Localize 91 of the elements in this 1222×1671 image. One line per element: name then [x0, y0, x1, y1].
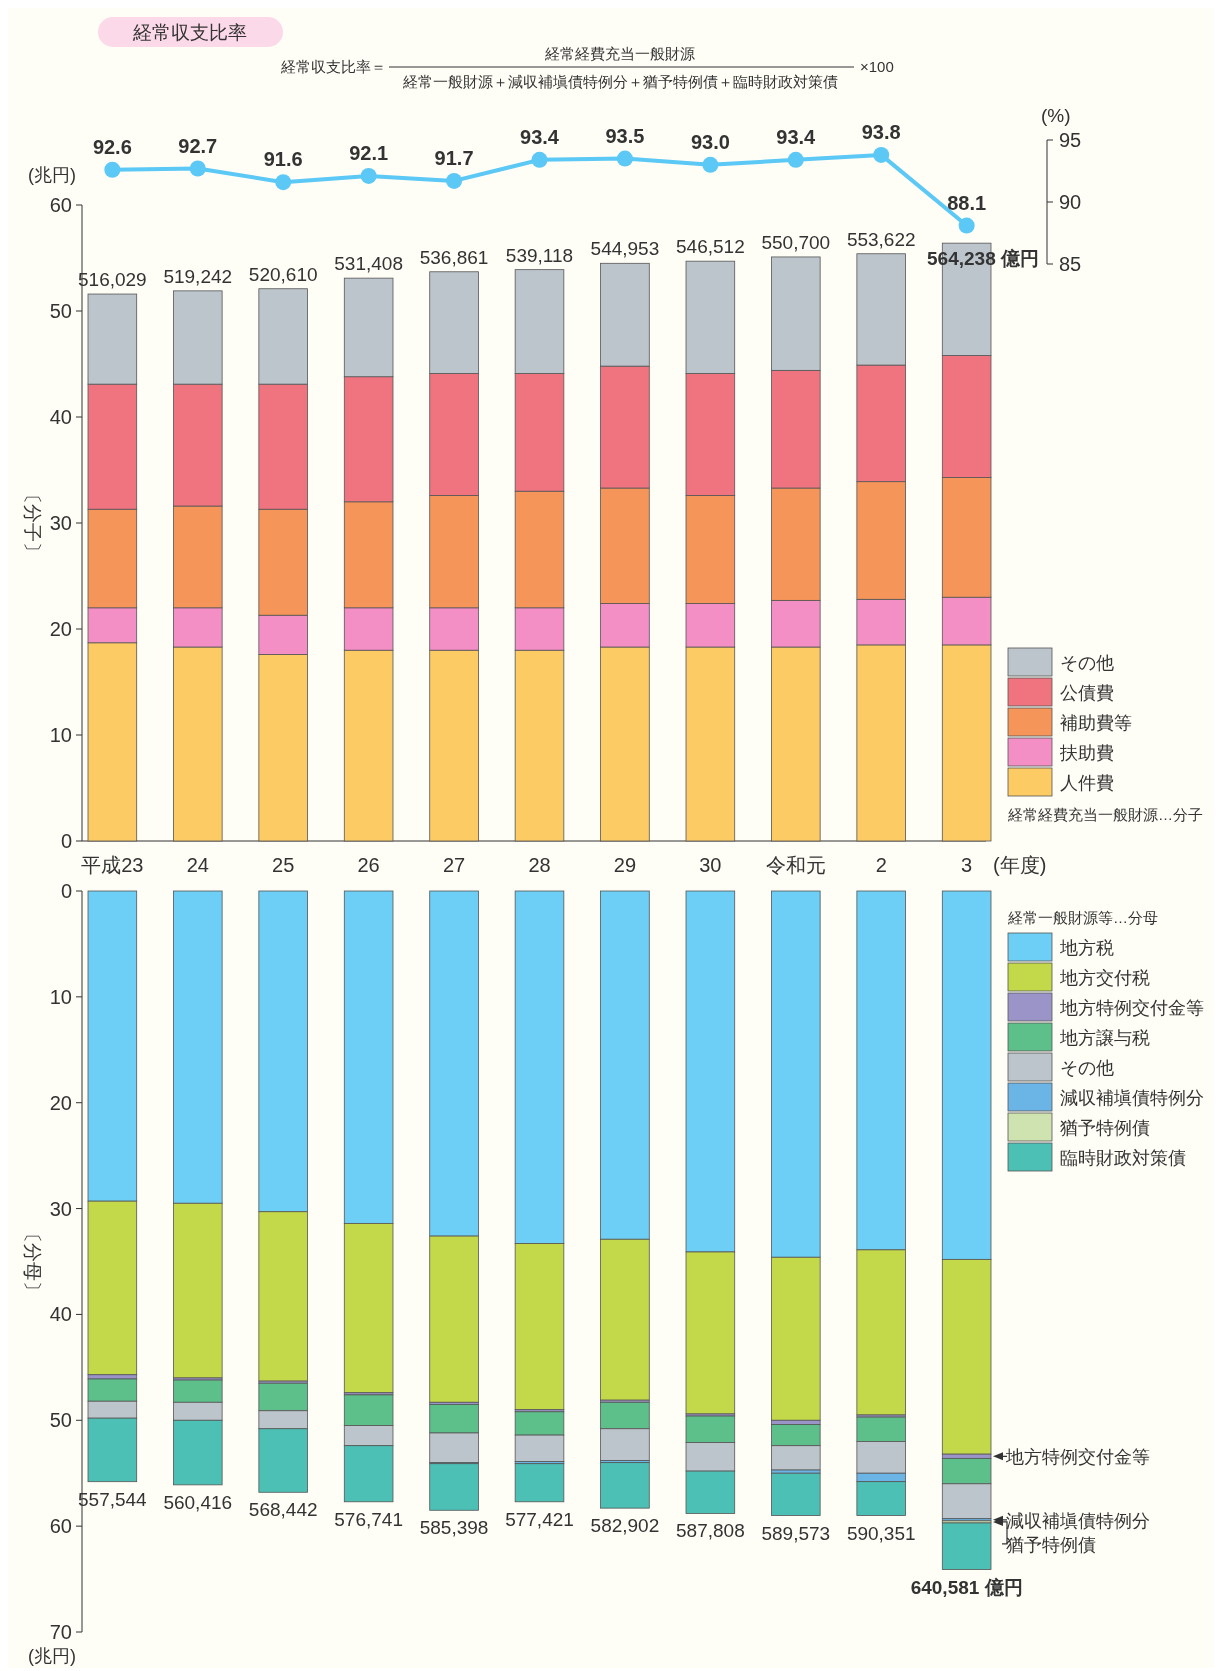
data-label: 91.6	[263, 148, 303, 171]
annotation: 568,442	[248, 1499, 318, 1521]
x-tick-label: 3	[961, 854, 973, 876]
y-tick-label: 95	[1059, 129, 1082, 151]
annotation: 576,741	[334, 1508, 403, 1530]
y-tick-label: 30	[49, 512, 72, 534]
y-tick-label: 0	[60, 880, 72, 902]
x-tick-label: 2	[875, 854, 887, 876]
annotation: 544,953	[590, 238, 660, 260]
x-tick-label: 24	[186, 854, 209, 876]
annotation: 520,610	[248, 263, 318, 285]
data-label: 92.1	[349, 141, 389, 164]
annotation: 539,118	[505, 244, 574, 266]
y-tick-label: 20	[49, 1091, 72, 1114]
annotation: 577,421	[505, 1508, 574, 1530]
chart-title: 経常収支比率	[132, 22, 247, 43]
x-tick-label: 30	[699, 854, 722, 876]
legend-label: 地方譲与税	[1059, 1028, 1150, 1048]
legend-label: 人件費	[1060, 773, 1114, 793]
y-tick-label: 10	[49, 985, 72, 1008]
annotation: 560,416	[163, 1491, 233, 1513]
data-label: 92.6	[92, 135, 132, 158]
legend-label: 地方税	[1059, 938, 1114, 958]
x-tick-label: 26	[357, 854, 380, 876]
legend-title: 経常一般財源等…分母	[1007, 909, 1158, 926]
annotation: 猶予特例債	[1006, 1534, 1096, 1555]
data-label: 93.4	[520, 125, 560, 148]
legend-label: 臨時財政対策債	[1060, 1148, 1186, 1168]
y-tick-label: 90	[1059, 191, 1082, 213]
y-tick-label: 40	[49, 406, 72, 428]
x-tick-label: 27	[442, 854, 466, 876]
y-tick-label: 60	[49, 194, 72, 216]
annotation: 590,351	[846, 1522, 916, 1544]
x-axis-title: (年度)	[993, 854, 1047, 876]
y-tick-label: 10	[49, 724, 72, 746]
annotation: 531,408	[334, 253, 403, 275]
legend-label: 扶助費	[1059, 743, 1114, 763]
text: 経常収支比率＝	[280, 58, 386, 75]
annotation: 582,902	[590, 1515, 660, 1537]
y-tick-label: 20	[49, 618, 72, 640]
annotation: (兆円)	[28, 165, 76, 185]
annotation: 536,861	[419, 246, 489, 268]
y-axis-title: 〔分子〕	[22, 485, 43, 561]
annotation: 地方特例交付金等	[1005, 1447, 1150, 1468]
text: 経常経費充当一般財源	[544, 45, 695, 62]
data-label: 93.0	[690, 130, 730, 153]
data-label: 91.7	[434, 146, 474, 169]
annotation: 519,242	[163, 265, 233, 287]
annotation: 564,238 億円	[927, 248, 1039, 270]
y-tick-label: 70	[49, 1621, 72, 1643]
x-tick-label: 令和元	[765, 854, 826, 876]
y-tick-label: 50	[49, 300, 72, 322]
y-axis-title: (%)	[1041, 105, 1071, 126]
text: (兆円)	[28, 1646, 76, 1666]
annotation: 589,573	[761, 1522, 831, 1544]
annotation: 557,544	[78, 1488, 148, 1510]
annotation: 585,398	[419, 1517, 489, 1539]
legend-label: 減収補塡債特例分	[1060, 1088, 1204, 1108]
annotation: 減収補塡債特例分	[1006, 1510, 1150, 1531]
annotation: 553,622	[846, 228, 916, 250]
text: 経常一般財源＋減収補塡債特例分＋猶予特例債＋臨時財政対策債	[401, 73, 838, 90]
legend-label: 猶予特例債	[1060, 1118, 1150, 1138]
annotation: 546,512	[676, 236, 745, 258]
y-tick-label: 30	[49, 1197, 72, 1220]
annotation: 640,581 億円	[910, 1576, 1023, 1598]
legend-label: 地方特例交付金等	[1059, 998, 1204, 1018]
annotation: 587,808	[676, 1520, 745, 1542]
data-label: 93.8	[861, 120, 901, 143]
x-tick-label: 29	[613, 854, 637, 876]
annotation: 516,029	[78, 269, 147, 291]
y-tick-label: 40	[49, 1303, 72, 1326]
y-tick-label: 0	[60, 830, 72, 852]
y-tick-label: 85	[1059, 253, 1082, 275]
data-label: 88.1	[947, 191, 987, 214]
y-tick-label: 60	[49, 1515, 72, 1538]
text: ×100	[860, 58, 894, 75]
legend-label: その他	[1060, 653, 1114, 673]
text: 経常経費充当一般財源…分子	[1007, 806, 1203, 823]
y-tick-label: 50	[49, 1409, 72, 1432]
data-label: 93.5	[605, 124, 645, 147]
x-tick-label: 28	[528, 854, 551, 876]
x-tick-label: 平成23	[81, 854, 144, 876]
annotation: 550,700	[761, 231, 831, 253]
legend-label: 地方交付税	[1059, 968, 1150, 988]
data-label: 93.4	[776, 125, 817, 148]
x-tick-label: 25	[272, 854, 295, 876]
legend-label: 補助費等	[1060, 713, 1132, 733]
y-axis-title: 〔分母〕	[22, 1223, 43, 1300]
data-label: 92.7	[178, 134, 218, 157]
legend-label: その他	[1060, 1058, 1114, 1078]
legend-label: 公債費	[1060, 683, 1114, 703]
